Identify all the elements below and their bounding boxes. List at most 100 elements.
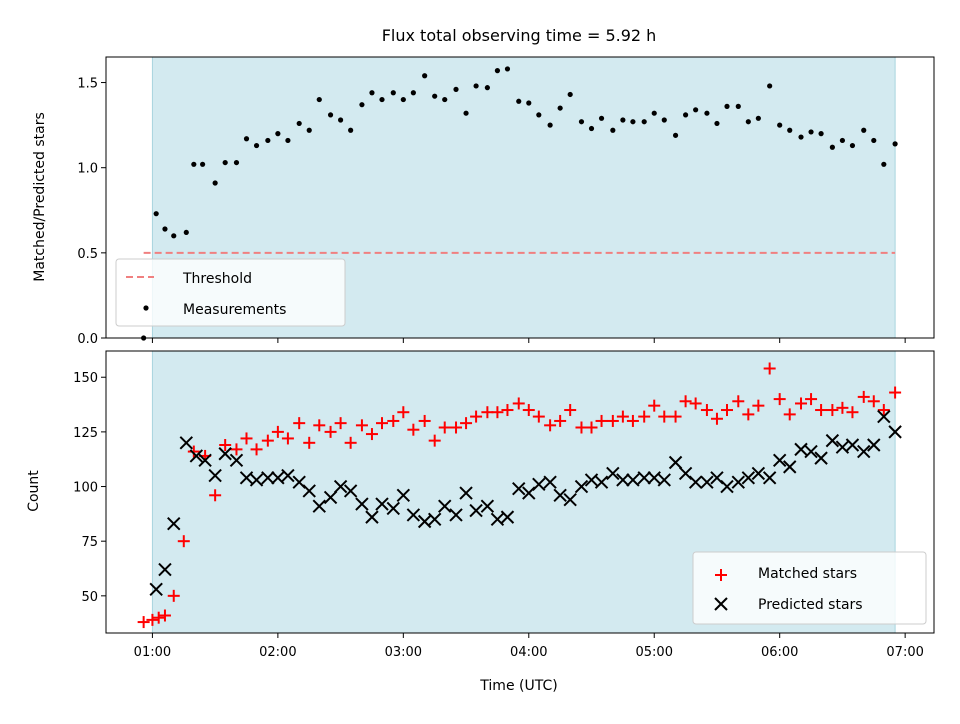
data-point: [422, 73, 428, 79]
data-point: [293, 417, 306, 430]
y-tick-label: 1.5: [77, 77, 98, 92]
data-point: [218, 447, 232, 461]
y-tick-label: 0.0: [77, 332, 98, 347]
data-point: [553, 488, 567, 502]
data-point: [735, 103, 741, 109]
data-point: [731, 475, 745, 489]
data-point-b: [149, 582, 163, 596]
y-tick-label: 100: [73, 481, 98, 496]
data-point: [428, 434, 441, 447]
data-point: [689, 397, 702, 410]
data-point: [410, 90, 416, 96]
data-point: [588, 125, 595, 132]
data-point: [501, 404, 514, 417]
data-point: [222, 159, 228, 166]
legend-measurements-swatch: [143, 305, 149, 311]
data-point: [146, 613, 159, 626]
data-point: [355, 419, 368, 432]
data-point: [532, 477, 546, 492]
data-point: [805, 393, 818, 406]
top-legend: Threshold Measurements: [115, 258, 346, 327]
data-point: [177, 535, 190, 548]
data-point: [418, 414, 431, 427]
data-point: [149, 582, 163, 596]
data-point-b: [647, 471, 661, 485]
data-point: [396, 488, 411, 502]
data-point-b: [292, 475, 306, 489]
data-point: [751, 466, 766, 481]
data-point: [584, 473, 599, 487]
data-point: [400, 96, 406, 103]
data-point: [453, 86, 459, 92]
y-tick-label: 0.5: [77, 247, 98, 262]
data-point: [198, 453, 212, 468]
data-point-b: [158, 562, 172, 577]
data-point: [575, 421, 588, 434]
data-point: [888, 425, 902, 439]
data-point: [846, 406, 859, 419]
plot-frame: [105, 56, 935, 339]
data-point: [877, 409, 891, 424]
data-point: [230, 443, 243, 456]
data-point: [637, 471, 651, 485]
data-point: [777, 122, 783, 128]
data-point: [783, 460, 797, 474]
series-matched-stars: [137, 362, 902, 629]
data-point: [745, 119, 751, 125]
data-point-b: [229, 453, 244, 468]
data-point: [704, 110, 710, 116]
data-point: [814, 451, 828, 465]
data-point: [324, 425, 337, 438]
data-point: [647, 471, 661, 485]
data-point: [303, 436, 316, 449]
data-point: [179, 436, 193, 450]
data-point: [630, 119, 636, 125]
data-point: [504, 66, 511, 72]
data-point: [187, 445, 200, 458]
data-point: [849, 142, 856, 149]
data-point-b: [218, 447, 232, 461]
data-point-b: [271, 471, 285, 485]
x-tick-label: 04:00: [510, 645, 547, 660]
data-point-b: [626, 473, 640, 487]
data-point: [536, 112, 542, 118]
data-point-b: [553, 488, 567, 502]
data-point: [594, 475, 609, 489]
data-point: [265, 137, 271, 144]
data-point: [762, 471, 777, 485]
legend-matched-swatch: [715, 569, 727, 581]
data-point: [638, 410, 651, 423]
data-point-b: [469, 503, 483, 518]
data-point-b: [543, 475, 557, 489]
data-point: [249, 473, 264, 487]
data-point-b: [459, 486, 473, 500]
data-point-b: [574, 479, 589, 494]
data-point: [724, 103, 730, 109]
data-point: [183, 229, 189, 236]
data-point: [158, 562, 172, 577]
data-point-b: [668, 455, 683, 470]
data-point-b: [804, 444, 818, 459]
data-point-b: [167, 516, 181, 531]
data-point: [209, 489, 222, 502]
y-tick-label: 50: [81, 590, 98, 605]
data-point-b: [678, 466, 693, 481]
data-point: [334, 417, 347, 430]
data-point: [481, 406, 494, 419]
data-point: [826, 404, 839, 417]
data-point: [585, 421, 598, 434]
data-point: [379, 96, 385, 103]
legend-predicted-swatch: [714, 597, 728, 611]
series-measurements: [141, 66, 898, 341]
data-point: [732, 395, 745, 408]
data-point: [720, 479, 734, 494]
data-point: [153, 211, 159, 217]
data-point: [710, 412, 723, 425]
bottom-legend-box: [692, 551, 927, 625]
data-point-b: [281, 468, 295, 483]
data-point: [672, 132, 679, 138]
data-point-b: [189, 449, 204, 463]
data-point-b: [480, 499, 495, 513]
data-point-b: [710, 471, 724, 485]
data-point-b: [532, 477, 546, 492]
